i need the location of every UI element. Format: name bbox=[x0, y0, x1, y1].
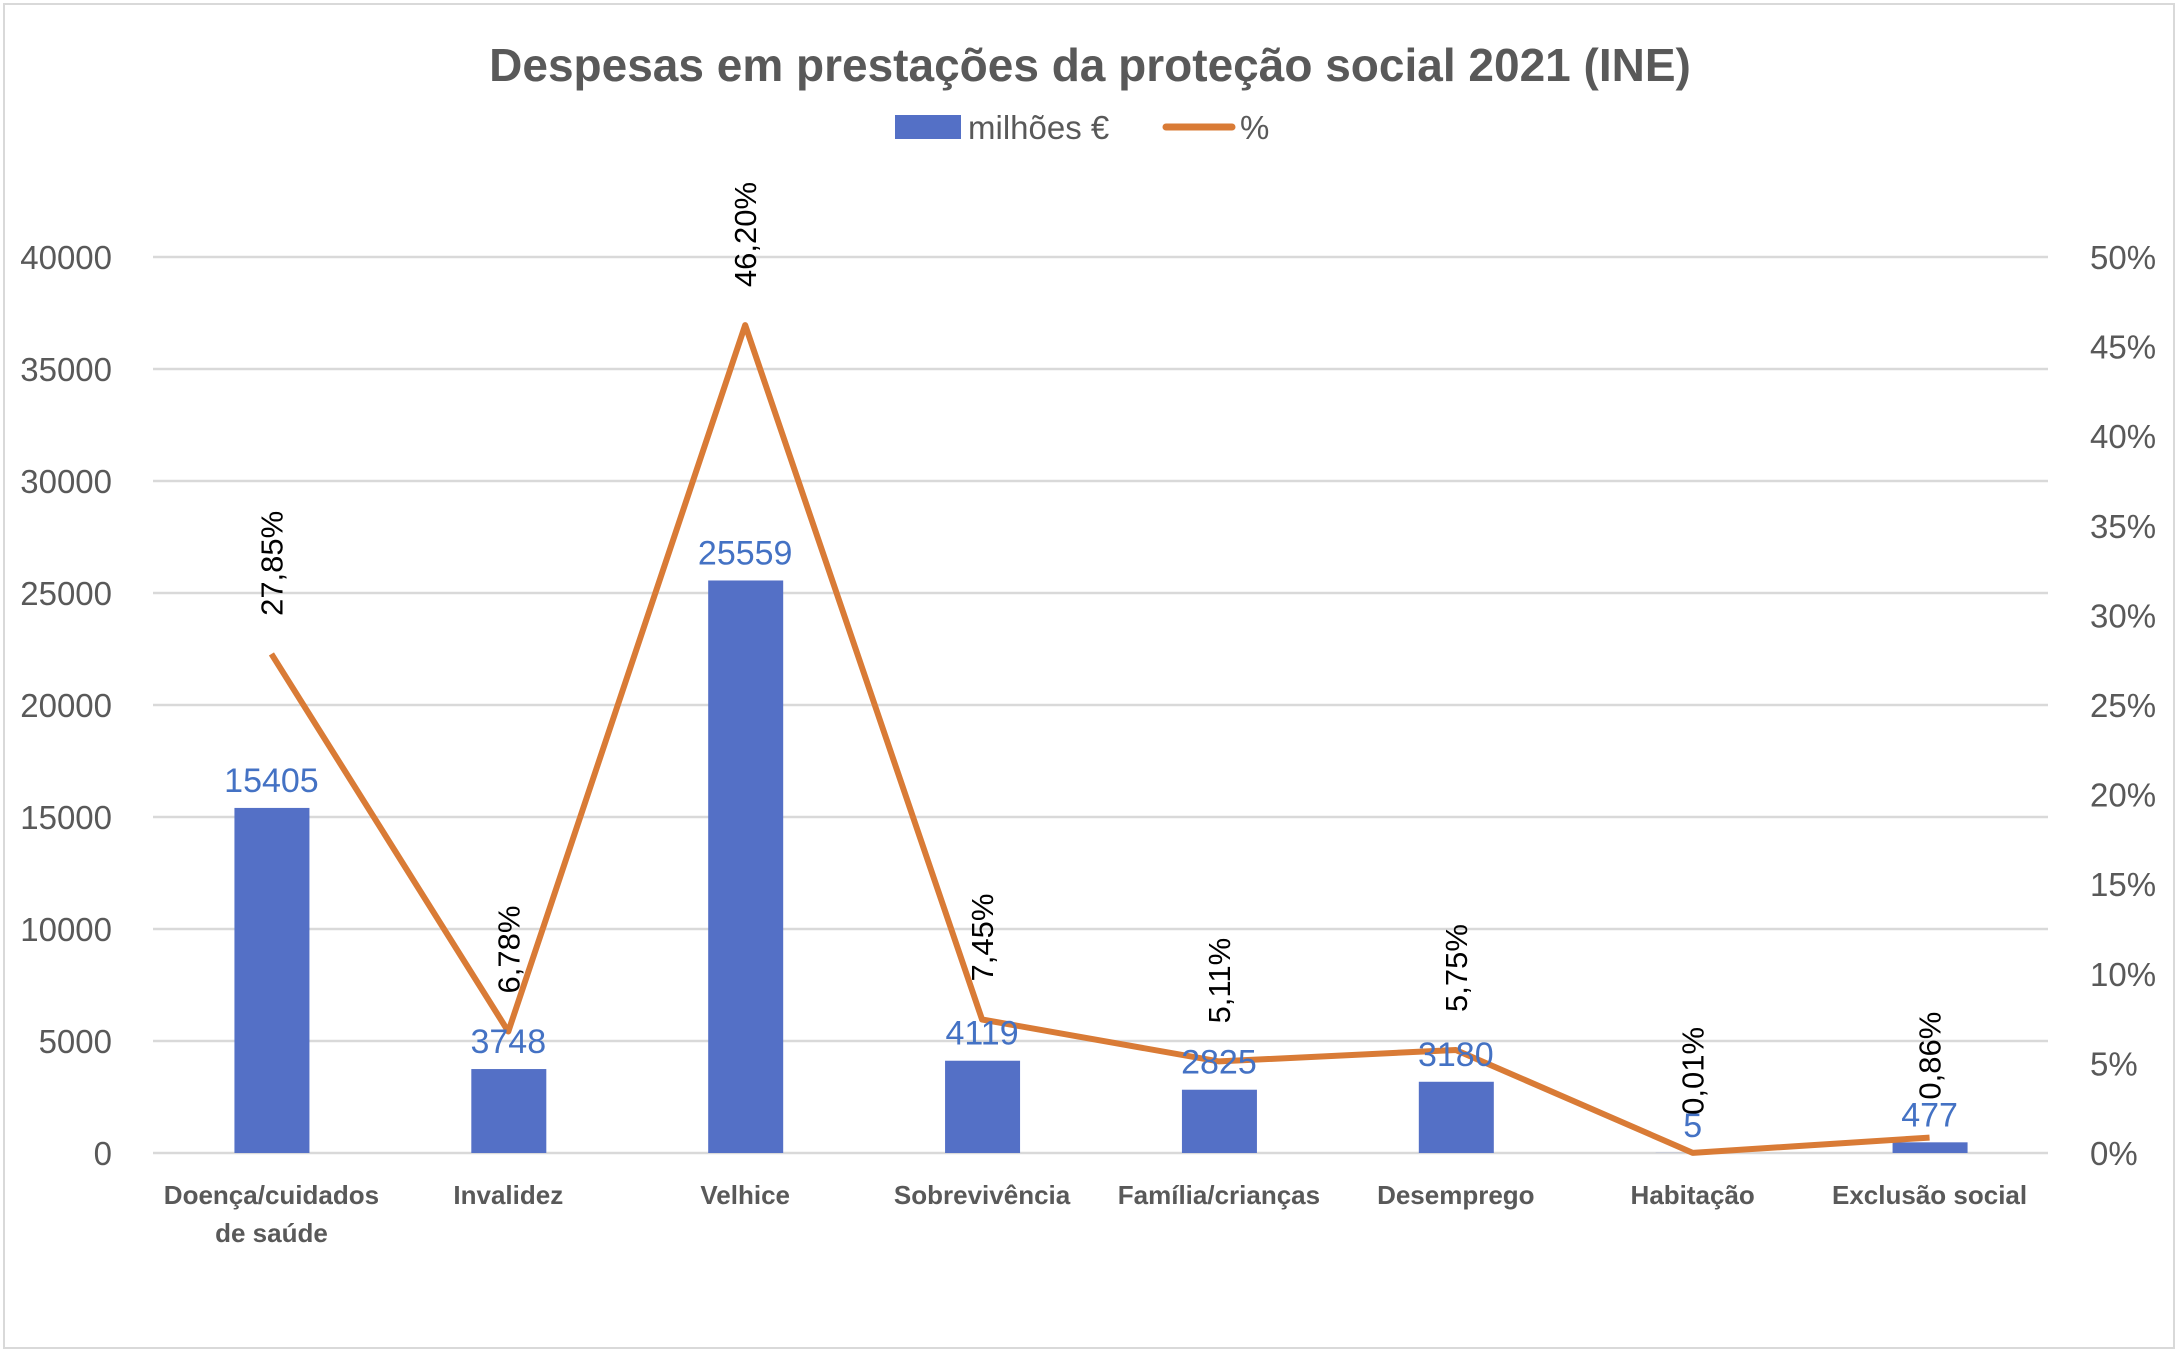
category-label: Família/crianças bbox=[1118, 1180, 1320, 1210]
y-left-tick-label: 15000 bbox=[20, 799, 112, 836]
y-left-tick-label: 20000 bbox=[20, 687, 112, 724]
bar-data-label: 3748 bbox=[470, 1023, 546, 1061]
y-right-tick-label: 35% bbox=[2090, 508, 2156, 545]
bar bbox=[234, 807, 310, 1153]
y-left-tick-label: 30000 bbox=[20, 463, 112, 500]
category-label: Doença/cuidados bbox=[164, 1180, 379, 1210]
bar-data-label: 5 bbox=[1683, 1107, 1702, 1145]
y-right-tick-label: 45% bbox=[2090, 329, 2156, 366]
category-label: Invalidez bbox=[453, 1180, 563, 1210]
category-label: Velhice bbox=[700, 1180, 790, 1210]
y-right-tick-label: 20% bbox=[2090, 777, 2156, 814]
category-label: Exclusão social bbox=[1832, 1180, 2027, 1210]
y-left-tick-label: 40000 bbox=[20, 239, 112, 276]
bar-data-label: 2825 bbox=[1181, 1044, 1257, 1082]
bar bbox=[1892, 1142, 1968, 1153]
percent-data-label: 0,86% bbox=[1913, 1012, 1948, 1100]
percent-data-label: 27,85% bbox=[254, 511, 289, 616]
y-left-tick-label: 25000 bbox=[20, 575, 112, 612]
category-label: Desemprego bbox=[1377, 1180, 1535, 1210]
y-right-tick-label: 10% bbox=[2090, 956, 2156, 993]
category-label: Sobrevivência bbox=[894, 1180, 1071, 1210]
y-left-tick-label: 0 bbox=[94, 1135, 112, 1172]
y-right-tick-label: 50% bbox=[2090, 239, 2156, 276]
bar-data-label: 15405 bbox=[224, 762, 319, 800]
legend-label-line: % bbox=[1240, 109, 1269, 146]
chart-frame bbox=[3, 3, 2175, 1349]
percent-line bbox=[268, 322, 1930, 1156]
percent-data-label: 5,75% bbox=[1439, 924, 1474, 1012]
bar-data-label: 4119 bbox=[946, 1015, 1019, 1053]
y-right-tick-label: 25% bbox=[2090, 687, 2156, 724]
percent-data-label: 0,01% bbox=[1676, 1027, 1711, 1115]
bar bbox=[471, 1069, 547, 1153]
y-right-tick-label: 5% bbox=[2090, 1045, 2138, 1082]
y-left-tick-label: 35000 bbox=[20, 351, 112, 388]
y-left-tick-label: 10000 bbox=[20, 911, 112, 948]
percent-data-label: 5,11% bbox=[1202, 938, 1237, 1024]
legend-label-bar: milhões € bbox=[968, 109, 1109, 146]
chart-title: Despesas em prestações da proteção socia… bbox=[489, 39, 1691, 91]
bar bbox=[708, 580, 784, 1153]
bar-data-label: 3180 bbox=[1418, 1036, 1494, 1074]
bar-data-label: 477 bbox=[1901, 1096, 1958, 1134]
y-right-tick-label: 0% bbox=[2090, 1135, 2138, 1172]
y-right-tick-label: 30% bbox=[2090, 597, 2156, 634]
percent-data-label: 6,78% bbox=[491, 906, 526, 994]
bar bbox=[1181, 1089, 1257, 1153]
category-label: Habitação bbox=[1631, 1180, 1755, 1210]
y-left-tick-label: 5000 bbox=[39, 1023, 112, 1060]
category-label: de saúde bbox=[215, 1218, 328, 1248]
bar bbox=[1418, 1081, 1494, 1153]
bar bbox=[945, 1060, 1021, 1153]
y-right-tick-label: 40% bbox=[2090, 418, 2156, 455]
y-right-tick-label: 15% bbox=[2090, 866, 2156, 903]
percent-data-label: 46,20% bbox=[728, 182, 763, 287]
legend-swatch-bar bbox=[895, 115, 961, 139]
percent-data-label: 7,45% bbox=[965, 894, 1000, 982]
bar-data-label: 25559 bbox=[698, 534, 793, 572]
